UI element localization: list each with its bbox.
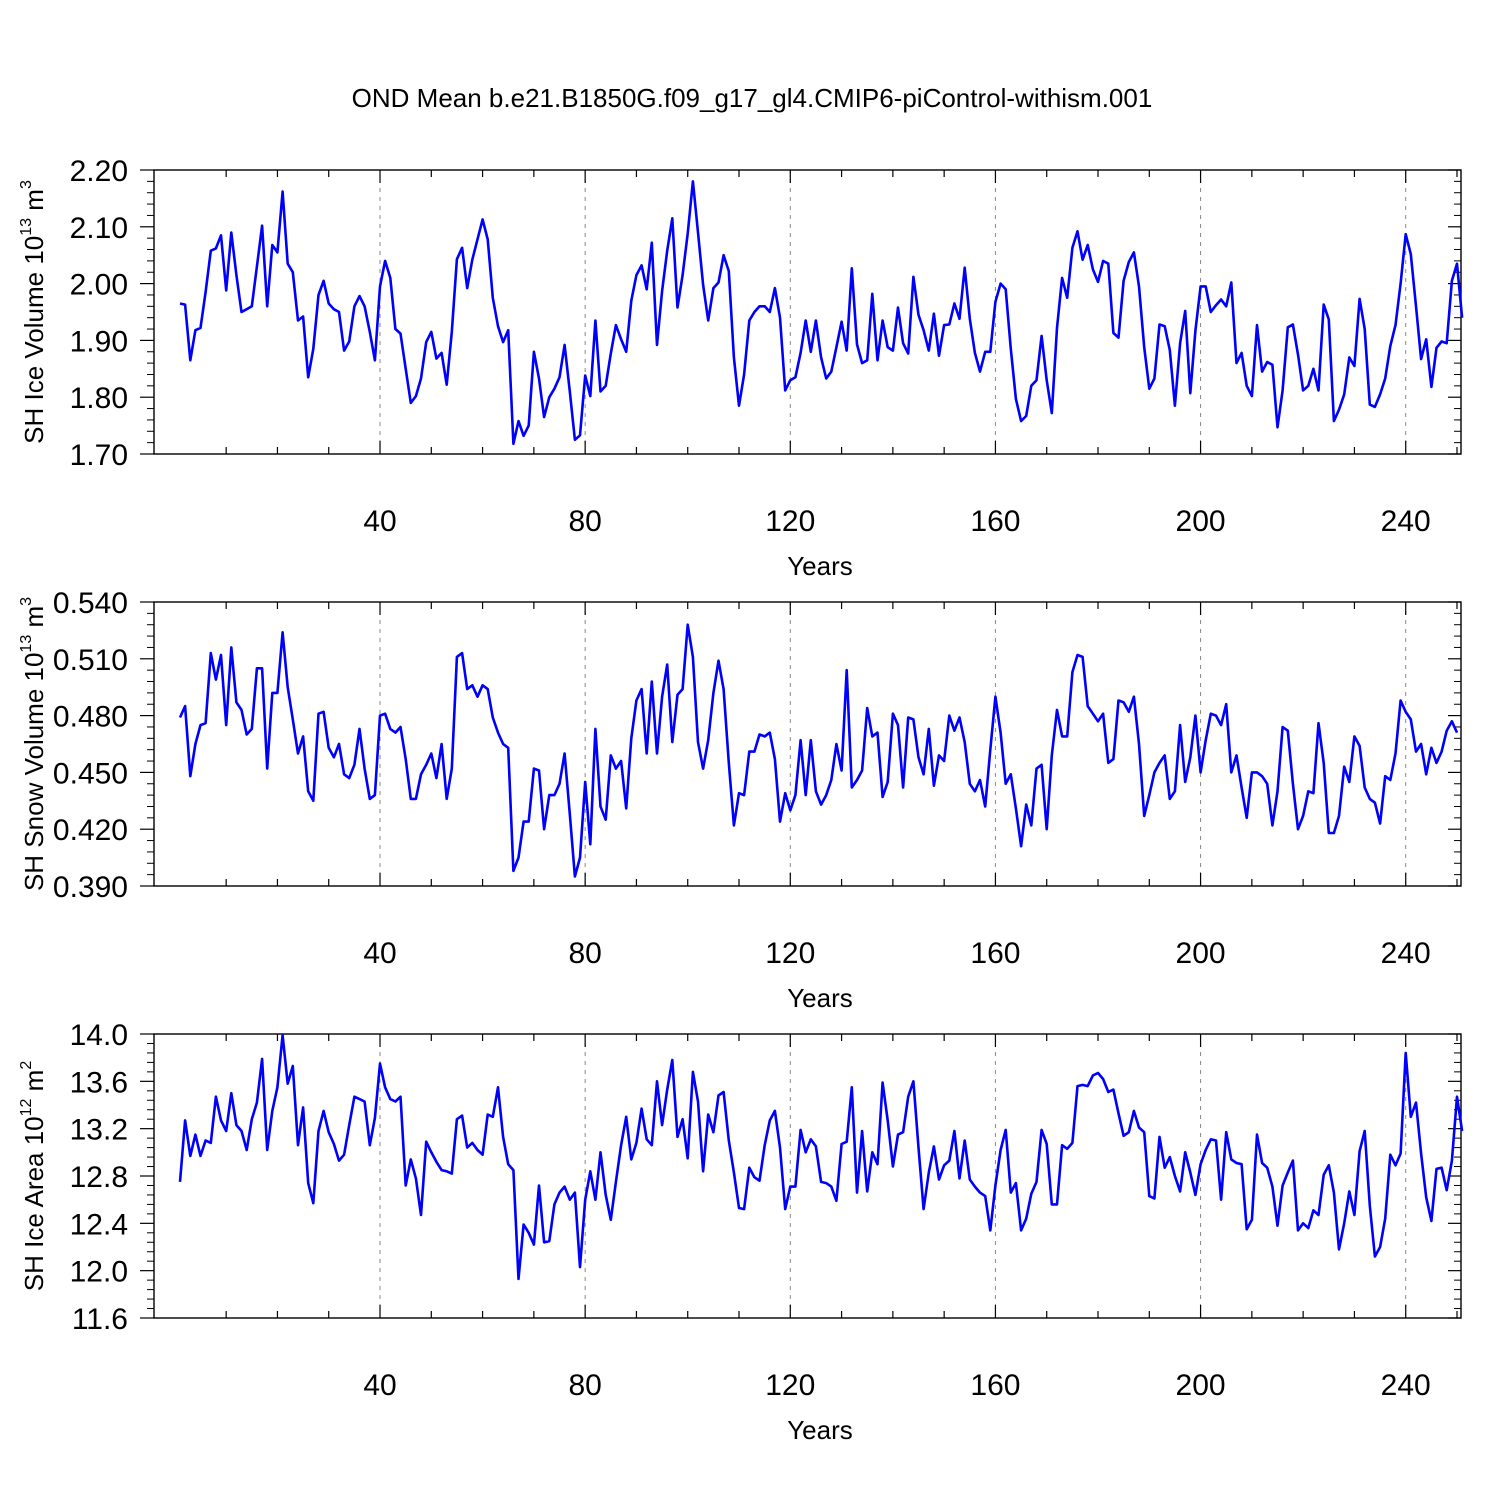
y-tick-label: 2.10 (70, 212, 128, 245)
y-tick-label: 0.510 (53, 644, 128, 677)
y-tick-label: 0.390 (53, 871, 128, 904)
series-line-sh-ice-volume (179, 180, 1464, 446)
x-tick-label: 200 (1176, 937, 1226, 970)
x-tick-label: 160 (970, 505, 1020, 538)
y-tick-label: 0.540 (53, 587, 128, 620)
x-tick-label: 240 (1381, 505, 1431, 538)
figure-title: OND Mean b.e21.B1850G.f09_g17_gl4.CMIP6-… (352, 83, 1153, 113)
y-tick-label: 13.2 (70, 1114, 128, 1147)
x-axis-label: Years (787, 551, 853, 581)
y-tick-label: 0.450 (53, 757, 128, 790)
x-axis-label: Years (787, 983, 853, 1013)
y-tick-label: 13.6 (70, 1066, 128, 1099)
y-tick-label: 2.20 (70, 155, 128, 188)
y-tick-label: 12.8 (70, 1161, 128, 1194)
y-axis-label: SH Ice Area 1012 m2 (18, 1061, 49, 1292)
x-tick-label: 200 (1176, 505, 1226, 538)
y-tick-label: 12.0 (70, 1256, 128, 1289)
x-tick-label: 240 (1381, 937, 1431, 970)
y-tick-label: 0.480 (53, 701, 128, 734)
x-tick-label: 80 (568, 1369, 601, 1402)
y-axis-label: SH Snow Volume 1013 m3 (18, 597, 49, 891)
y-tick-label: 2.00 (70, 269, 128, 302)
x-tick-label: 80 (568, 937, 601, 970)
plot-frame (153, 169, 1462, 455)
x-tick-label: 40 (363, 505, 396, 538)
x-tick-label: 40 (363, 1369, 396, 1402)
panels: 1.70 1.80 1.90 2.00 2.10 2.20 40 80 120 160 200 240… (18, 155, 1464, 1445)
plot-frame (153, 1033, 1462, 1319)
chart-panel-2: 0.390 0.420 0.450 0.480 0.510 0.540 40 80 120 160… (18, 587, 1462, 1013)
x-tick-label: 240 (1381, 1369, 1431, 1402)
x-tick-label: 120 (765, 505, 815, 538)
y-tick-label: 12.4 (70, 1208, 128, 1241)
chart-panel-1: 1.70 1.80 1.90 2.00 2.10 2.20 40 80 120 160 200 240… (18, 155, 1464, 581)
x-tick-label: 120 (765, 937, 815, 970)
y-tick-label: 1.80 (70, 382, 128, 415)
y-tick-label: 1.70 (70, 439, 128, 472)
y-tick-label: 11.6 (72, 1303, 128, 1336)
y-tick-label: 0.420 (53, 814, 128, 847)
y-tick-label: 1.90 (70, 325, 128, 358)
series-line-sh-snow-volume (178, 623, 1459, 878)
x-tick-label: 80 (568, 505, 601, 538)
x-tick-label: 200 (1176, 1369, 1226, 1402)
x-tick-label: 120 (765, 1369, 815, 1402)
y-axis-label: SH Ice Volume 1013 m3 (18, 180, 49, 444)
x-tick-label: 160 (970, 1369, 1020, 1402)
x-tick-label: 40 (363, 937, 396, 970)
plot-frame (153, 601, 1462, 887)
x-tick-label: 160 (970, 937, 1020, 970)
x-axis-label: Years (787, 1415, 853, 1445)
chart-panel-3: 11.6 12.0 12.4 12.8 13.2 13.6 14.0 40 80 120 160 20… (18, 1019, 1464, 1445)
series-line-sh-ice-area (178, 1033, 1464, 1281)
y-tick-label: 14.0 (70, 1019, 128, 1052)
